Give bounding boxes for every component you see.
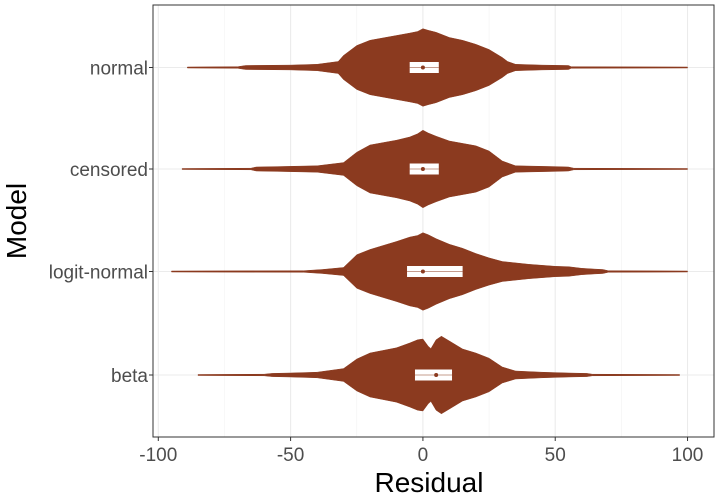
x-tick-label: 100: [672, 445, 704, 466]
axis-ticks: normal censored logit-normal beta -100 -50 0 50…: [49, 59, 704, 467]
mean-point-beta: [434, 373, 439, 377]
panel-border: [152, 4, 715, 438]
x-tick-label: 50: [545, 445, 566, 466]
x-axis-title: Residual: [375, 467, 484, 498]
y-axis-title: Model: [1, 183, 32, 259]
x-tick-label: -50: [277, 445, 304, 466]
mean-point-normal: [420, 65, 425, 70]
mean-point-logit-normal: [420, 269, 425, 274]
y-tick-label: censored: [70, 160, 148, 181]
y-tick-label: beta: [111, 366, 148, 387]
y-tick-label: normal: [90, 59, 148, 80]
violins: [171, 28, 688, 415]
y-tick-label: logit-normal: [49, 263, 148, 284]
x-tick-label: -100: [139, 445, 177, 466]
mean-point-censored: [420, 167, 425, 171]
x-tick-label: 0: [418, 445, 429, 466]
